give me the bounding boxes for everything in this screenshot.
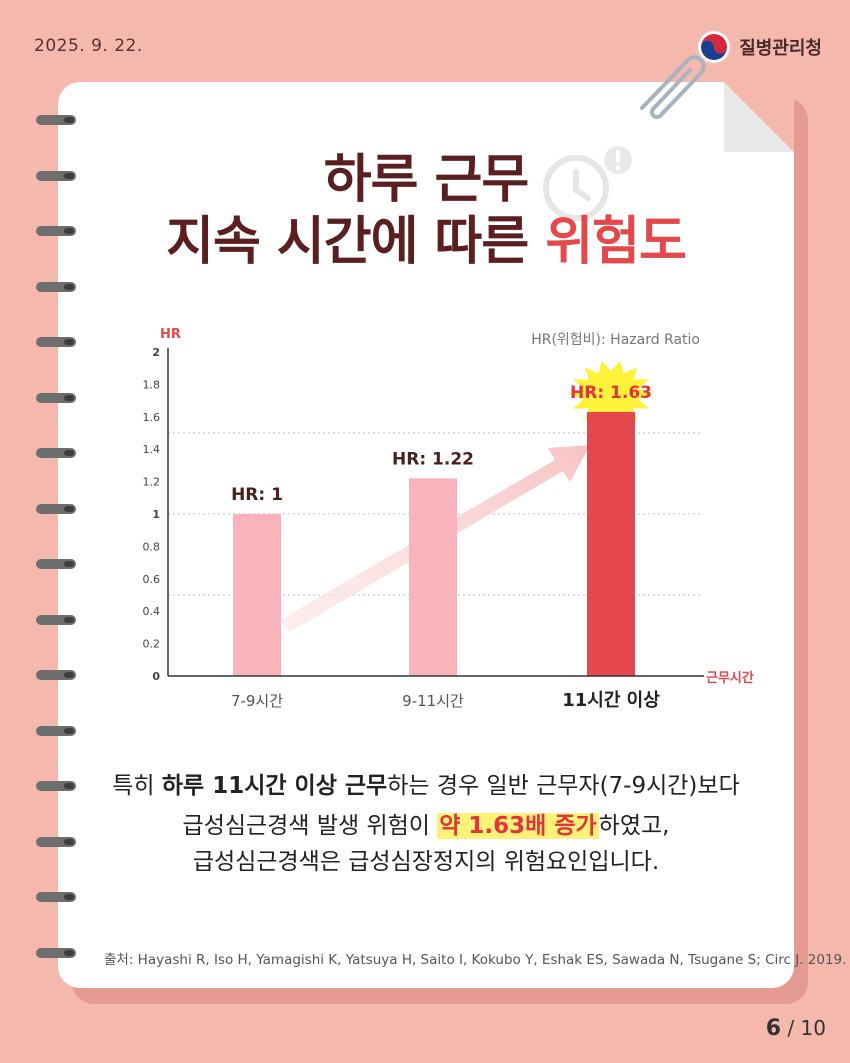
y-tick-label: 1.8 bbox=[143, 378, 161, 391]
x-tick-label: 11시간 이상 bbox=[562, 690, 660, 711]
title-line1: 하루 근무 bbox=[323, 150, 529, 210]
binder-ring bbox=[36, 725, 76, 736]
binder-ring bbox=[36, 670, 76, 680]
binder-ring bbox=[36, 115, 76, 125]
y-tick-label: 0.6 bbox=[143, 573, 161, 586]
title-line2: 지속 시간에 따른 위험도 bbox=[58, 210, 794, 274]
desc-line1-bold: 하루 11시간 이상 근무 bbox=[161, 773, 388, 799]
source-citation: 출처: Hayashi R, Iso H, Yamagishi K, Yatsu… bbox=[104, 952, 847, 968]
hr-bar-chart: 0 0.2 0.4 0.6 0.8 1 1.2 1.4 1.6 1.8 2 HR: 1 7-9시간 HR… bbox=[143, 327, 754, 711]
binder-ring bbox=[36, 392, 76, 403]
date: 2025. 9. 22. bbox=[34, 36, 143, 56]
bar bbox=[409, 478, 457, 676]
bar-data-label: HR: 1 bbox=[231, 485, 283, 505]
binder-ring bbox=[36, 892, 76, 902]
page-fold bbox=[724, 82, 794, 152]
org-logo: 질병관리청 bbox=[697, 30, 822, 64]
clock-alert-icon bbox=[543, 146, 632, 221]
binder-ring bbox=[36, 614, 76, 625]
y-tick-label: 1.6 bbox=[143, 411, 161, 424]
y-tick-label: 0 bbox=[152, 670, 160, 683]
binder-ring bbox=[36, 448, 76, 458]
y-tick-label: 1.2 bbox=[143, 476, 161, 489]
binder-ring bbox=[36, 836, 76, 847]
y-tick-label: 0.4 bbox=[143, 605, 161, 618]
bar-data-label: HR: 1.63 bbox=[570, 383, 652, 403]
bar-data-label: HR: 1.22 bbox=[392, 449, 474, 469]
x-tick-label: 9-11시간 bbox=[402, 692, 464, 710]
desc-line1-c: 하는 경우 일반 근무자(7-9시간)보다 bbox=[387, 773, 740, 799]
binder-ring bbox=[36, 781, 76, 791]
y-tick-label: 1.4 bbox=[143, 443, 161, 456]
desc-line2-highlight: 약 1.63배 증가 bbox=[437, 813, 599, 839]
page-current: 6 bbox=[765, 1016, 782, 1041]
desc-line1-a: 특히 bbox=[112, 773, 162, 799]
x-axis-label: 근무시간 bbox=[706, 670, 754, 686]
title-line2-text: 지속 시간에 따른 bbox=[166, 212, 546, 272]
binder-ring bbox=[36, 170, 76, 181]
binder-ring bbox=[36, 281, 76, 292]
bar bbox=[587, 411, 635, 676]
taegeuk-emblem-icon bbox=[697, 30, 731, 64]
desc-line2: 급성심근경색 발생 위험이 약 1.63배 증가하였고, bbox=[58, 808, 794, 844]
x-tick-label: 7-9시간 bbox=[231, 692, 283, 710]
page-total: / 10 bbox=[781, 1016, 826, 1040]
desc-line2-c: 하였고, bbox=[598, 813, 670, 839]
binder-ring bbox=[36, 559, 76, 569]
desc-line2-a: 급성심근경색 발생 위험이 bbox=[182, 813, 438, 839]
binder-ring bbox=[36, 226, 76, 236]
paperclip-icon bbox=[640, 55, 706, 119]
binder-ring bbox=[36, 337, 76, 347]
bar bbox=[233, 514, 281, 676]
org-name: 질병관리청 bbox=[739, 38, 822, 59]
y-tick-label: 2 bbox=[152, 346, 160, 359]
binder-ring bbox=[36, 503, 76, 514]
desc-line1: 특히 하루 11시간 이상 근무하는 경우 일반 근무자(7-9시간)보다 bbox=[58, 768, 794, 804]
highlight-burst bbox=[569, 360, 653, 428]
y-tick-label: 1 bbox=[152, 508, 160, 521]
y-axis-label: HR bbox=[160, 327, 181, 342]
desc-line3: 급성심근경색은 급성심장정지의 위험요인입니다. bbox=[192, 849, 660, 875]
chart-note: HR(위험비): Hazard Ratio bbox=[531, 332, 700, 348]
y-tick-label: 0.8 bbox=[143, 540, 161, 553]
y-tick-label: 0.2 bbox=[143, 638, 161, 651]
title-highlight: 위험도 bbox=[545, 212, 687, 272]
binder-ring bbox=[36, 947, 76, 958]
page-indicator: 6 / 10 bbox=[766, 1016, 826, 1041]
